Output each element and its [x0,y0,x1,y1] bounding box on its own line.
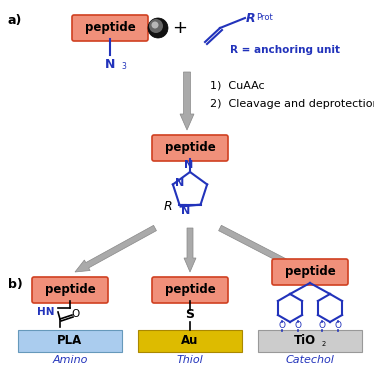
Text: Thiol: Thiol [177,355,203,365]
FancyBboxPatch shape [272,259,348,285]
Text: 2)  Cleavage and deprotection: 2) Cleavage and deprotection [210,99,374,109]
Circle shape [148,18,168,38]
FancyBboxPatch shape [152,277,228,303]
FancyBboxPatch shape [18,330,122,352]
Text: a): a) [8,14,22,27]
Text: N: N [175,179,184,188]
Text: Amino: Amino [52,355,88,365]
Text: +: + [172,19,187,37]
Text: b): b) [8,278,23,291]
Text: O: O [334,321,341,330]
Text: TiO: TiO [294,335,316,347]
Text: peptide: peptide [165,284,215,296]
FancyBboxPatch shape [32,277,108,303]
Text: N: N [181,206,191,216]
Text: R: R [246,11,255,25]
Text: S: S [186,309,194,321]
Text: Prot: Prot [256,13,273,22]
Text: peptide: peptide [285,265,335,279]
Text: PLA: PLA [57,335,83,347]
FancyBboxPatch shape [72,15,148,41]
Text: O: O [279,321,285,330]
Circle shape [149,19,163,33]
FancyArrow shape [75,225,156,272]
Text: 1)  CuAAc: 1) CuAAc [210,81,265,91]
Text: N: N [105,58,115,71]
FancyBboxPatch shape [258,330,362,352]
Text: $_3$: $_3$ [121,61,128,74]
FancyArrow shape [180,72,194,130]
Text: peptide: peptide [165,142,215,154]
Text: R: R [164,200,172,213]
Text: O: O [319,321,325,330]
Text: $_2$: $_2$ [321,339,327,349]
FancyArrow shape [184,228,196,272]
Text: Au: Au [181,335,199,347]
Text: O: O [72,309,80,319]
Text: peptide: peptide [45,284,95,296]
Text: peptide: peptide [85,22,135,34]
Text: N: N [184,160,194,170]
Text: O: O [294,321,301,330]
Text: Catechol: Catechol [286,355,334,365]
FancyBboxPatch shape [152,135,228,161]
Circle shape [151,22,159,29]
FancyArrow shape [219,225,305,272]
Text: R = anchoring unit: R = anchoring unit [230,45,340,55]
Text: HN: HN [37,307,55,317]
FancyBboxPatch shape [138,330,242,352]
